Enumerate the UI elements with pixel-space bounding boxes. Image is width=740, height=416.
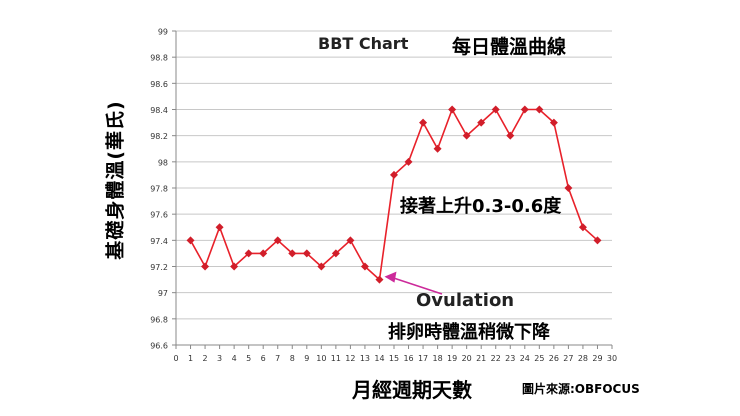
y-tick-label: 97.6	[150, 211, 168, 220]
x-tick-label: 22	[491, 354, 501, 363]
x-tick-label: 20	[462, 354, 472, 363]
y-axis-title-text: 基礎身體溫(華氏)	[104, 100, 127, 260]
x-tick-label: 3	[217, 354, 222, 363]
data-point	[520, 105, 529, 114]
y-tick-label: 96.8	[150, 315, 168, 324]
y-tick-label: 98.2	[150, 132, 168, 141]
y-tick-label: 98.4	[150, 106, 168, 115]
x-tick-label: 18	[433, 354, 443, 363]
data-point	[302, 249, 311, 258]
y-tick-label: 98	[158, 158, 168, 167]
data-point	[375, 275, 384, 284]
x-tick-label: 11	[331, 354, 341, 363]
data-point	[273, 236, 282, 245]
x-tick-label: 1	[188, 354, 193, 363]
x-tick-label: 21	[476, 354, 486, 363]
y-tick-label: 97.2	[150, 263, 168, 272]
x-tick-label: 29	[592, 354, 602, 363]
x-tick-label: 7	[275, 354, 280, 363]
data-point	[390, 170, 398, 179]
x-tick-labels: 0 1 2 3 4 5 6 7 8 9 10 11 12 13 14 15 16 17 18 19 20 21 22 23 24…	[173, 354, 617, 363]
data-point	[404, 157, 413, 166]
x-tick-label: 14	[374, 354, 384, 363]
x-tick-label: 6	[261, 354, 266, 363]
y-tick-label: 99	[158, 28, 168, 37]
data-point	[419, 118, 428, 127]
annotation-ovulation: Ovulation	[416, 290, 515, 311]
data-point	[259, 249, 268, 258]
series-temperature	[186, 105, 602, 284]
y-tick-label: 96.6	[150, 342, 168, 351]
data-point	[317, 262, 326, 271]
x-tick-label: 12	[345, 354, 355, 363]
data-point	[288, 249, 297, 258]
x-tick-label: 19	[447, 354, 457, 363]
x-tick-label: 30	[607, 354, 617, 363]
data-point	[491, 105, 500, 114]
x-tick-label: 27	[563, 354, 573, 363]
annotation-drop: 排卵時體溫稍微下降	[388, 322, 550, 343]
x-tick-label: 10	[316, 354, 326, 363]
data-point	[433, 144, 442, 153]
grid-lines	[176, 30, 612, 346]
x-tick-label: 4	[232, 354, 237, 363]
data-point	[201, 262, 210, 271]
x-tick-label: 25	[534, 354, 544, 363]
data-point	[230, 262, 239, 271]
chart-subtitle: 每日體溫曲線	[452, 36, 567, 58]
x-tick-label: 15	[389, 354, 399, 363]
x-tick-label: 5	[246, 354, 251, 363]
data-point	[346, 236, 355, 245]
data-point	[186, 236, 195, 245]
data-point	[535, 105, 544, 114]
data-point	[593, 236, 602, 245]
x-tick-label: 8	[290, 354, 295, 363]
y-tick-label: 97	[158, 289, 168, 298]
arrow-head	[384, 271, 397, 283]
x-tick-label: 13	[360, 354, 370, 363]
data-point	[477, 118, 486, 127]
x-tick-label: 0	[173, 354, 178, 363]
y-tick-label: 97.4	[150, 237, 168, 246]
x-tick-label: 9	[304, 354, 309, 363]
data-point	[331, 249, 340, 258]
data-point	[462, 131, 471, 140]
data-point	[506, 131, 515, 140]
arrow-shaft	[392, 276, 443, 295]
x-tick-label: 17	[418, 354, 428, 363]
data-point	[549, 118, 558, 127]
y-tick-label: 97.8	[150, 185, 168, 194]
y-tick-labels: 96.6 96.8 97 97.2 97.4 97.6 97.8 98 98.2 98.4 98.6…	[150, 28, 168, 351]
data-point	[564, 184, 573, 192]
annotation-rise: 接著上升0.3-0.6度	[400, 196, 562, 217]
x-tick-label: 16	[403, 354, 413, 363]
data-point	[215, 223, 224, 232]
data-point	[360, 262, 369, 271]
x-tick-label: 23	[505, 354, 515, 363]
x-tick-label: 24	[520, 354, 530, 363]
x-tick-label: 28	[578, 354, 588, 363]
x-tick-label: 2	[203, 354, 208, 363]
data-point	[244, 249, 253, 258]
axes	[172, 30, 613, 349]
chart-title: BBT Chart	[318, 34, 409, 53]
image-credit: 圖片來源:OBFOCUS	[522, 382, 640, 396]
data-point	[578, 223, 587, 232]
x-tick-label: 26	[549, 354, 559, 363]
y-tick-label: 98.6	[150, 80, 168, 89]
x-axis-title: 月經週期天數	[352, 378, 472, 402]
data-point	[448, 105, 457, 114]
ovulation-arrow	[384, 271, 443, 295]
y-tick-label: 98.8	[150, 54, 168, 63]
